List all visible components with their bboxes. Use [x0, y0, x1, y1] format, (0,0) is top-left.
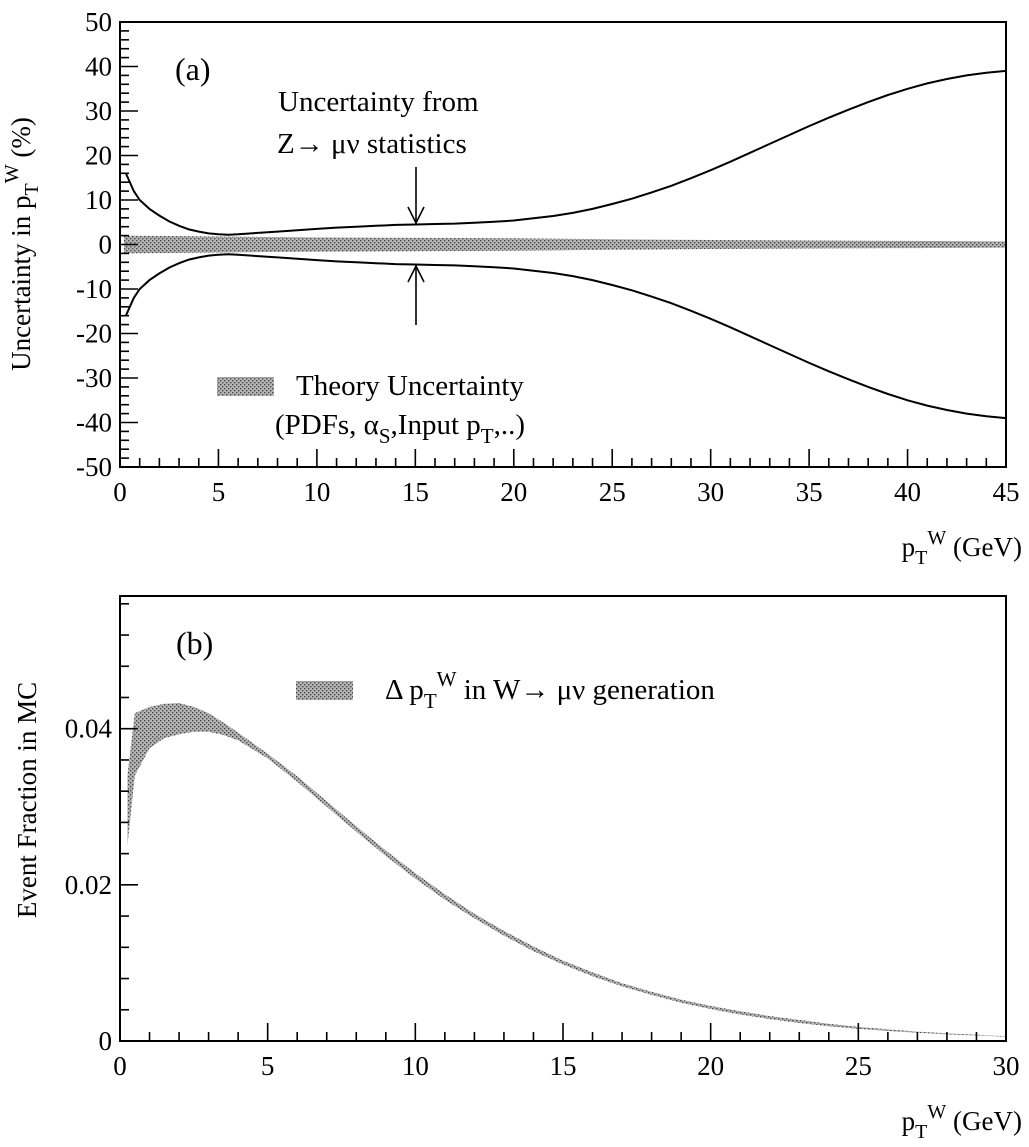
panel-a-x-axis-title: pTW (GeV)	[902, 527, 1022, 569]
x-tick-label: 0	[113, 477, 127, 507]
panel-b-tag: (b)	[176, 625, 213, 661]
legend-label-delta-ptw: Δ pTW in W→ μν generation	[385, 667, 715, 713]
x-tick-label: 0	[113, 1051, 127, 1081]
x-tick-label: 5	[261, 1051, 275, 1081]
y-tick-label: -30	[76, 363, 112, 393]
x-tick-label: 10	[303, 477, 330, 507]
band-area	[123, 235, 1006, 254]
legend-label-theory-line-2: (PDFs, αS,Input pT,..)	[275, 409, 525, 448]
x-tick-label: 35	[796, 477, 823, 507]
lower-uncertainty-line	[124, 253, 1007, 420]
y-tick-label: 10	[85, 185, 112, 215]
panel-a: 0 5 10 15 20 25 30 35 40 45 -50 -40 -30 -20 -10 0 10 20 3…	[1, 7, 1022, 569]
y-tick-label: 0	[99, 230, 113, 260]
y-tick-label: -20	[76, 319, 112, 349]
y-tick-label: -40	[76, 408, 112, 438]
x-tick-label: 45	[993, 477, 1020, 507]
panel-b-y-axis-title: Event Fraction in MC	[12, 682, 42, 918]
annotation-arrow-up	[407, 264, 425, 325]
legend-swatch-theory	[217, 377, 274, 396]
panel-a-tag: (a)	[175, 51, 211, 87]
panel-b-frame	[119, 595, 1007, 1042]
band-area	[127, 703, 1006, 1037]
x-tick-label: 15	[550, 1051, 577, 1081]
panel-b-y-ticks: 0 0.02 0.04	[65, 603, 138, 1056]
x-tick-label: 20	[500, 477, 527, 507]
y-tick-label: -10	[76, 274, 112, 304]
x-tick-label: 30	[993, 1051, 1020, 1081]
statistics-uncertainty-curves	[124, 69, 1007, 420]
y-tick-label: 20	[85, 141, 112, 171]
panel-a-x-ticks: 0 5 10 15 20 25 30 35 40 45	[113, 449, 1020, 507]
theory-uncertainty-band	[123, 235, 1006, 254]
y-tick-label: 0	[99, 1026, 113, 1056]
y-tick-label: 40	[85, 52, 112, 82]
legend-label-theory-line-1: Theory Uncertainty	[296, 370, 524, 402]
x-tick-label: 5	[212, 477, 226, 507]
upper-uncertainty-line	[124, 69, 1007, 236]
delta-ptw-band	[127, 703, 1006, 1037]
x-tick-label: 30	[697, 477, 724, 507]
x-tick-label: 25	[845, 1051, 872, 1081]
panel-b-x-ticks: 0 5 10 15 20 25 30	[113, 1023, 1020, 1081]
x-tick-label: 15	[402, 477, 429, 507]
x-tick-label: 40	[894, 477, 921, 507]
annotation-arrow-down	[407, 167, 425, 225]
panel-a-y-axis-title: Uncertainty in pTW (%)	[1, 117, 43, 371]
y-tick-label: -50	[76, 452, 112, 482]
annotation-line-2: Z→ μν statistics	[277, 128, 467, 160]
panel-b-x-axis-title: pTW (GeV)	[902, 1101, 1022, 1143]
x-tick-label: 20	[697, 1051, 724, 1081]
panel-b: 0 5 10 15 20 25 30 0 0.02 0.04 (b) Δ pTW in W→ μ…	[12, 595, 1022, 1143]
y-tick-label: 30	[85, 96, 112, 126]
legend-swatch-delta-ptw	[296, 681, 353, 700]
y-tick-label: 0.04	[65, 714, 113, 744]
y-tick-label: 50	[85, 7, 112, 37]
x-tick-label: 10	[402, 1051, 429, 1081]
annotation-line-1: Uncertainty from	[278, 86, 479, 118]
x-tick-label: 25	[599, 477, 626, 507]
panel-a-y-ticks: -50 -40 -30 -20 -10 0 10 20 30 40 50	[76, 7, 138, 482]
y-tick-label: 0.02	[65, 870, 112, 900]
